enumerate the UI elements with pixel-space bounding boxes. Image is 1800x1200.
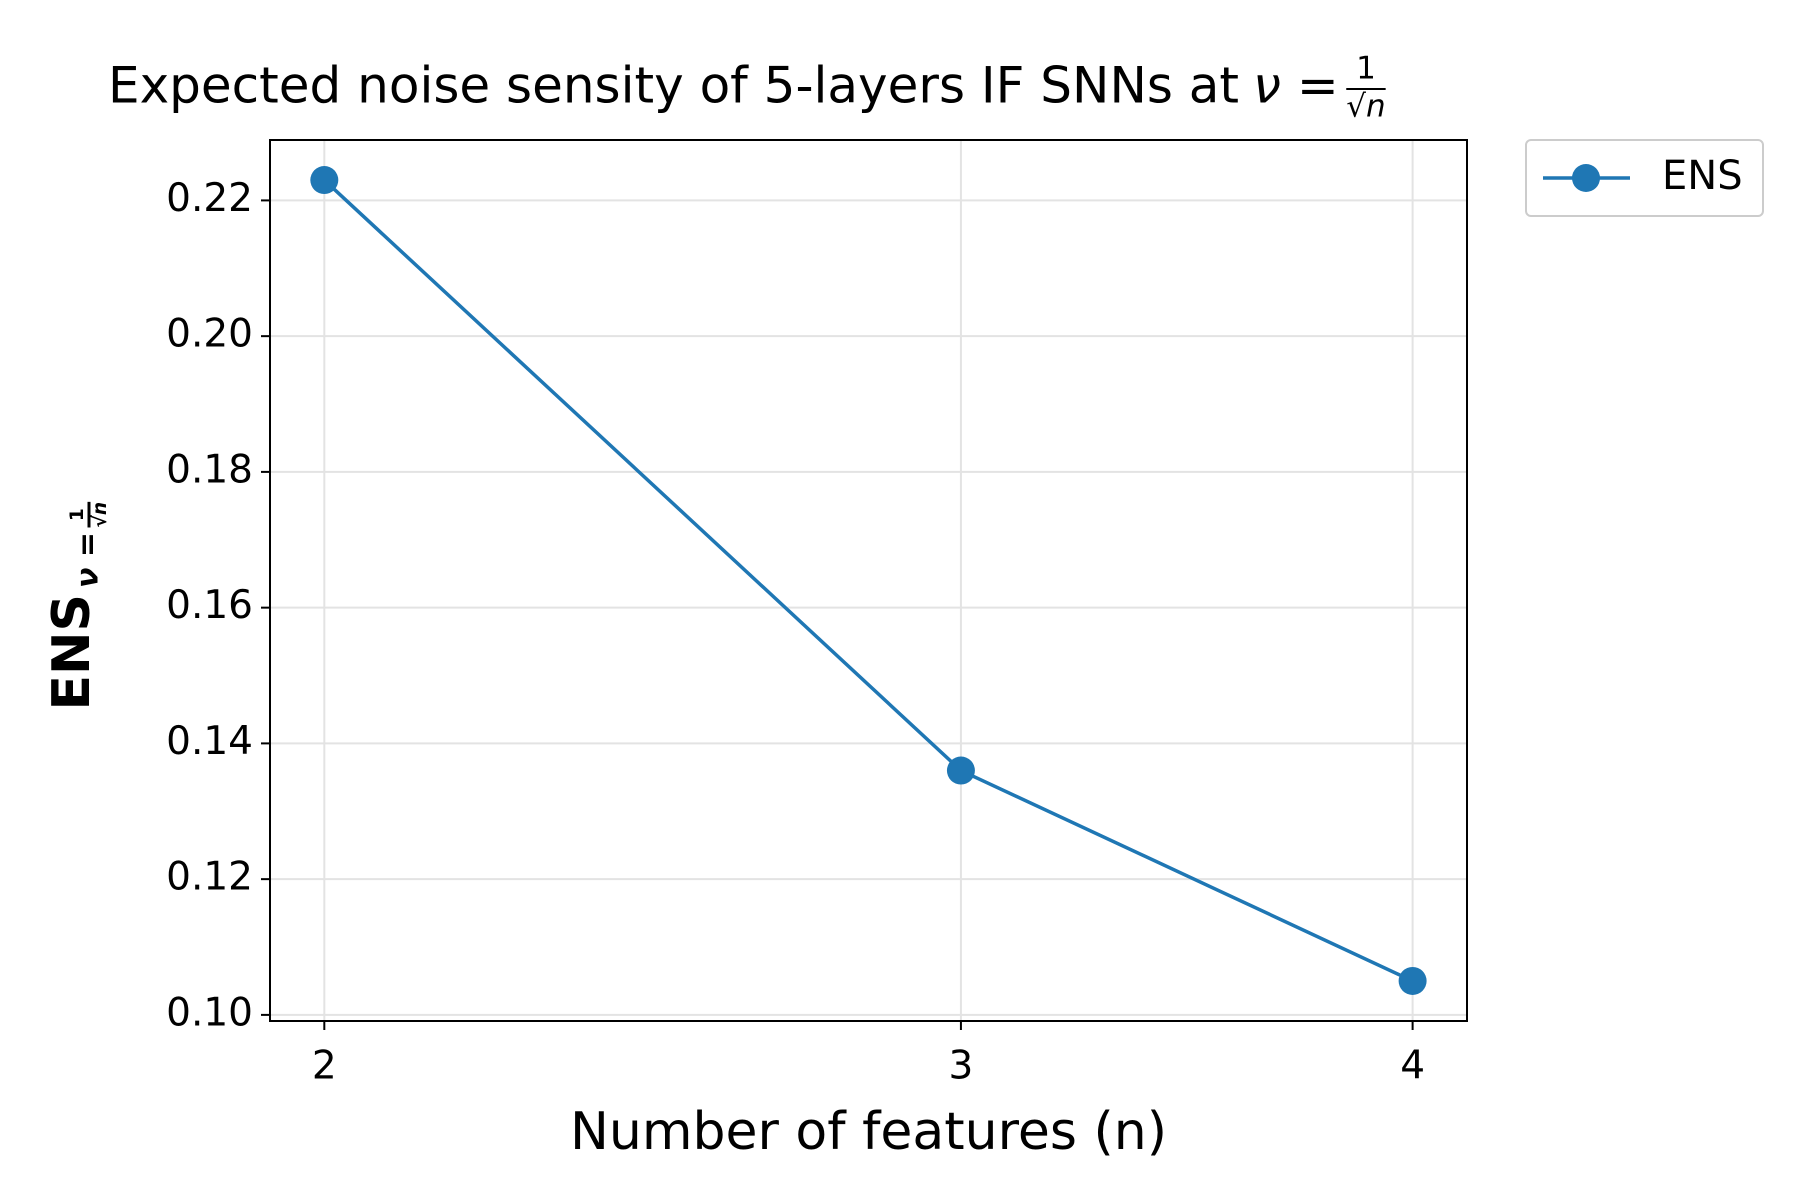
math-numerator: 1	[67, 508, 88, 521]
x-tick-label: 4	[1400, 1044, 1425, 1089]
y-tick-label: 0.10	[166, 990, 253, 1035]
title-group: Expected noise sensity of 5-layers IF SN…	[108, 50, 1386, 125]
y-tick-label: 0.22	[166, 176, 253, 221]
y-tick-label: 0.14	[166, 719, 253, 764]
data-point	[310, 166, 339, 195]
data-point	[946, 756, 975, 785]
math-numerator: 1	[1356, 50, 1376, 86]
plot-frame	[269, 139, 1468, 1022]
y-tick-label: 0.20	[166, 312, 253, 357]
chart-title: Expected noise sensity of 5-layers IF SN…	[108, 57, 1239, 115]
math-denominator: √n	[1346, 89, 1385, 125]
x-tick-label: 3	[949, 1044, 974, 1089]
math-lhs: ν =	[71, 532, 106, 588]
y-axis-label-group: ENS ν = √n1	[42, 501, 111, 711]
x-tick-label: 2	[312, 1044, 337, 1089]
data-point	[1398, 966, 1427, 995]
math-denominator: √n	[90, 502, 111, 528]
y-axis-label: ENS	[42, 594, 102, 711]
y-tick-label: 0.18	[166, 447, 253, 492]
legend-box	[1525, 139, 1764, 217]
math-lhs: ν =	[1253, 57, 1339, 115]
y-tick-label: 0.12	[166, 855, 253, 900]
y-tick-label: 0.16	[166, 583, 253, 628]
legend-label: ENS	[1662, 153, 1743, 199]
legend-marker	[1572, 164, 1600, 192]
x-axis-label: Number of features (n)	[570, 1102, 1167, 1162]
